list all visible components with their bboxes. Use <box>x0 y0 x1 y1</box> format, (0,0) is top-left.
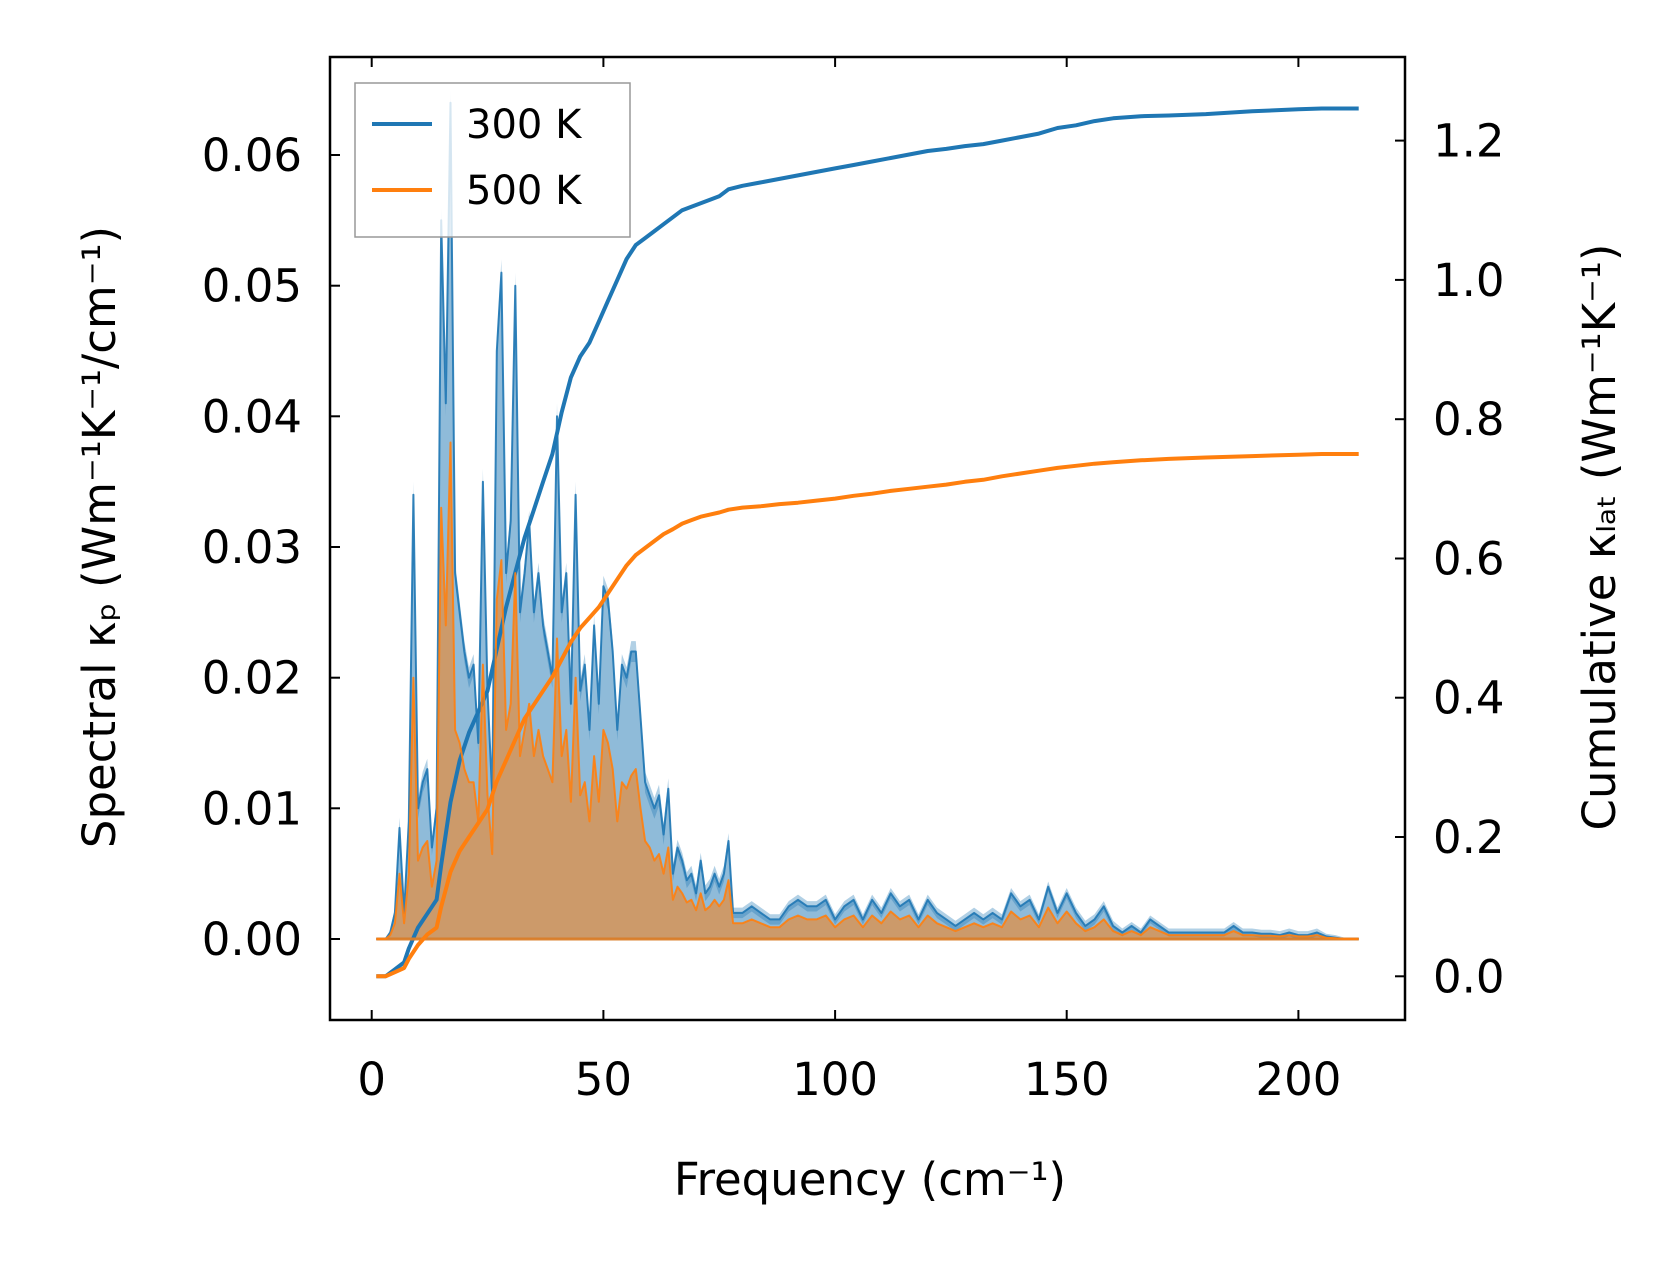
legend-label-500k: 500 K <box>466 168 583 214</box>
y-tick-label-left: 0.06 <box>202 129 302 182</box>
y-tick-label-left: 0.05 <box>202 260 302 313</box>
spectral-fill-300k <box>376 102 1359 939</box>
spectral-line-500k <box>376 441 1359 940</box>
ticks: 0 50 100 150 200 0.00 0.01 0.02 0.03 0.04 0.05 0.06… <box>202 57 1505 1106</box>
y-tick-label-left: 0.02 <box>202 652 302 705</box>
legend: 300 K 500 K <box>354 82 631 238</box>
spectral-fills <box>376 102 1359 939</box>
cumulative-line-500k <box>376 452 1359 979</box>
spectral-fill-500k <box>376 442 1359 939</box>
y-axis-label-right: Cumulative κₗₐₜ (Wm⁻¹K⁻¹) <box>1573 244 1626 831</box>
x-tick-label: 100 <box>792 1053 878 1106</box>
y-tick-label-left: 0.01 <box>202 782 302 835</box>
y-tick-label-right: 1.0 <box>1433 254 1505 307</box>
x-axis-label: Frequency (cm⁻¹) <box>674 1153 1066 1206</box>
y-tick-label-left: 0.04 <box>202 390 302 443</box>
y-tick-label-right: 0.0 <box>1433 950 1505 1003</box>
cumulative-line-300k <box>376 106 1359 979</box>
x-tick-label: 0 <box>357 1053 386 1106</box>
legend-label-300k: 300 K <box>466 102 583 148</box>
spectral-line-300k <box>376 101 1359 940</box>
y-tick-label-right: 1.2 <box>1433 115 1505 168</box>
data-lines <box>376 101 1359 979</box>
x-tick-label: 150 <box>1024 1053 1110 1106</box>
y-tick-label-right: 0.8 <box>1433 393 1505 446</box>
y-tick-label-right: 0.6 <box>1433 533 1505 586</box>
axes <box>328 55 1407 1022</box>
y-axis-label-left: Spectral κₚ (Wm⁻¹K⁻¹/cm⁻¹) <box>73 226 126 848</box>
x-tick-label: 200 <box>1255 1053 1341 1106</box>
y-tick-label-left: 0.03 <box>202 521 302 574</box>
plot-frame <box>328 55 1407 1022</box>
y-tick-label-right: 0.2 <box>1433 811 1505 864</box>
x-tick-label: 50 <box>575 1053 632 1106</box>
y-tick-label-left: 0.00 <box>202 913 302 966</box>
y-tick-label-right: 0.4 <box>1433 672 1505 725</box>
legend-frame <box>354 82 631 238</box>
